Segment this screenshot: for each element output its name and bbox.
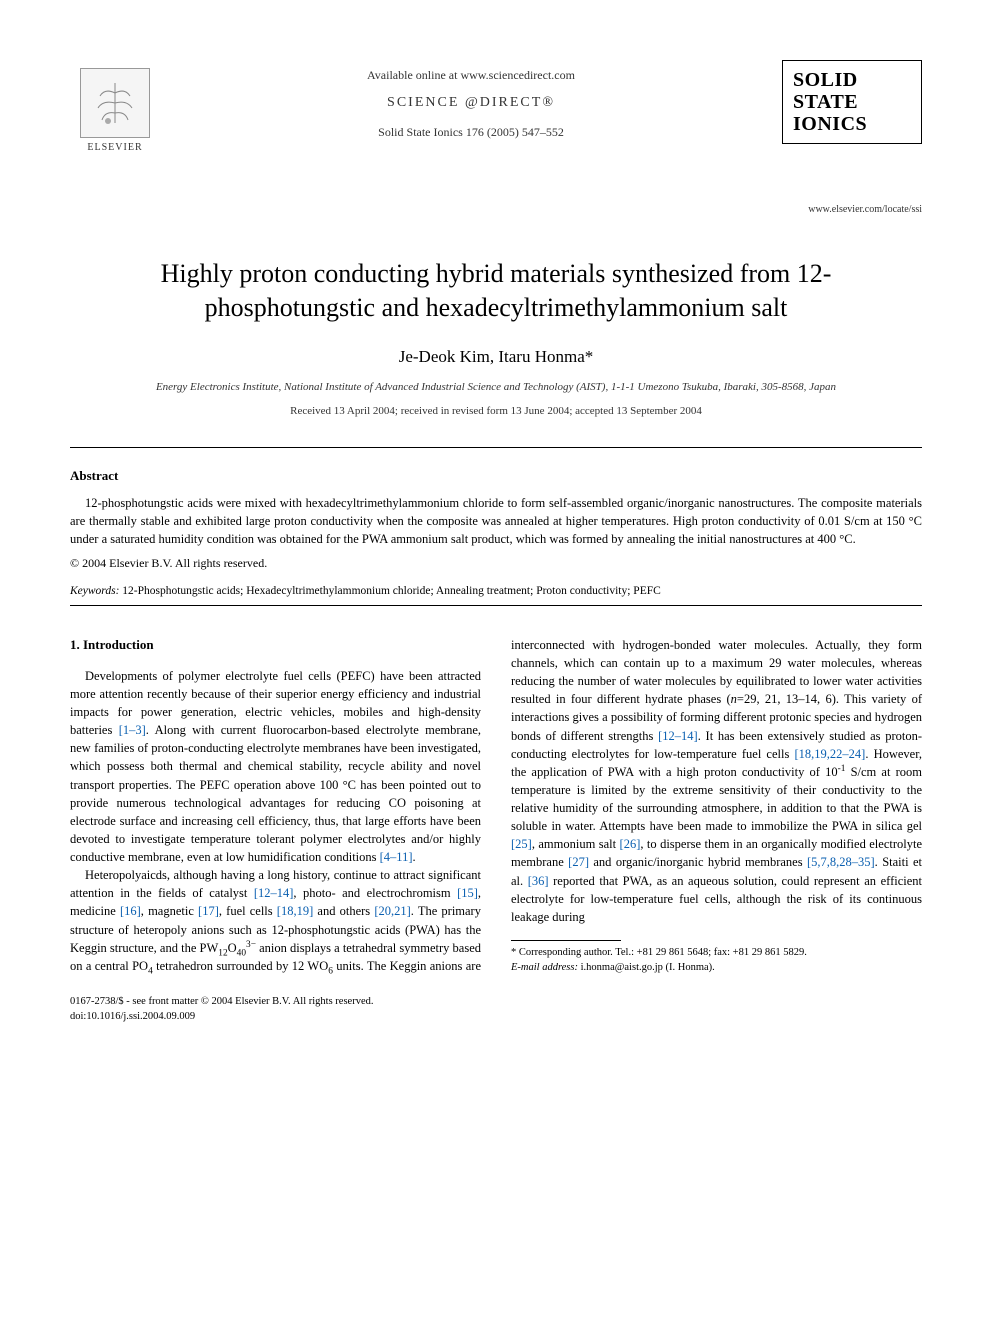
ref-link[interactable]: [20,21] <box>374 904 410 918</box>
ref-link[interactable]: [27] <box>568 855 589 869</box>
affiliation: Energy Electronics Institute, National I… <box>100 381 892 393</box>
elsevier-tree-icon <box>80 68 150 138</box>
ref-link[interactable]: [5,7,8,28–35] <box>807 855 875 869</box>
publisher-logo: ELSEVIER <box>70 60 160 160</box>
footnote-rule <box>511 940 621 941</box>
ref-link[interactable]: [18,19] <box>277 904 313 918</box>
email-label: E-mail address: <box>511 962 578 973</box>
keywords-label: Keywords: <box>70 585 119 597</box>
sciencedirect-logo: SCIENCE @DIRECT® <box>160 95 782 111</box>
available-online-text: Available online at www.sciencedirect.co… <box>160 68 782 83</box>
ref-link[interactable]: [26] <box>620 837 641 851</box>
email-value: i.honma@aist.go.jp (I. Honma). <box>578 962 715 973</box>
ref-link[interactable]: [16] <box>120 904 141 918</box>
journal-title-box: SOLID STATE IONICS <box>782 60 922 144</box>
footer-copyright: 0167-2738/$ - see front matter © 2004 El… <box>70 995 922 1010</box>
body-columns: 1. Introduction Developments of polymer … <box>70 636 922 975</box>
ref-link[interactable]: [15] <box>457 886 478 900</box>
authors: Je-Deok Kim, Itaru Honma* <box>70 347 922 367</box>
header-right: SOLID STATE IONICS www.elsevier.com/loca… <box>782 60 922 215</box>
ref-link[interactable]: [4–11] <box>380 850 413 864</box>
page-footer: 0167-2738/$ - see front matter © 2004 El… <box>70 995 922 1024</box>
ref-link[interactable]: [17] <box>198 904 219 918</box>
rule-above-abstract <box>70 447 922 448</box>
ref-link[interactable]: [1–3] <box>119 723 146 737</box>
journal-box-line1: SOLID <box>793 69 911 91</box>
journal-header: ELSEVIER Available online at www.science… <box>70 60 922 215</box>
ref-link[interactable]: [18,19,22–24] <box>794 747 865 761</box>
ref-link[interactable]: [12–14] <box>658 729 698 743</box>
journal-reference: Solid State Ionics 176 (2005) 547–552 <box>160 125 782 140</box>
keywords-line: Keywords: 12-Phosphotungstic acids; Hexa… <box>70 585 922 597</box>
keywords-values: 12-Phosphotungstic acids; Hexadecyltrime… <box>119 585 660 597</box>
abstract-paragraph: 12-phosphotungstic acids were mixed with… <box>70 494 922 548</box>
rule-below-keywords <box>70 605 922 606</box>
journal-box-line2: STATE <box>793 91 911 113</box>
sd-pre: SCIENCE <box>387 95 459 110</box>
publisher-name: ELSEVIER <box>87 142 142 153</box>
corresponding-author-footnote: * Corresponding author. Tel.: +81 29 861… <box>511 946 922 961</box>
sd-d: @ <box>459 95 479 110</box>
footer-doi: doi:10.1016/j.ssi.2004.09.009 <box>70 1010 922 1025</box>
section-heading-intro: 1. Introduction <box>70 636 481 655</box>
journal-box-line3: IONICS <box>793 113 911 135</box>
ref-link[interactable]: [12–14] <box>254 886 294 900</box>
abstract-heading: Abstract <box>70 468 922 484</box>
ref-link[interactable]: [36] <box>528 874 549 888</box>
email-footnote: E-mail address: i.honma@aist.go.jp (I. H… <box>511 961 922 976</box>
article-title: Highly proton conducting hybrid material… <box>110 257 882 325</box>
ref-link[interactable]: [25] <box>511 837 532 851</box>
abstract-copyright: © 2004 Elsevier B.V. All rights reserved… <box>70 556 922 571</box>
journal-url: www.elsevier.com/locate/ssi <box>782 204 922 215</box>
header-center: Available online at www.sciencedirect.co… <box>160 60 782 140</box>
intro-paragraph-1: Developments of polymer electrolyte fuel… <box>70 667 481 866</box>
sd-post: DIRECT® <box>480 95 555 110</box>
article-history: Received 13 April 2004; received in revi… <box>70 405 922 417</box>
abstract-body: 12-phosphotungstic acids were mixed with… <box>70 494 922 548</box>
